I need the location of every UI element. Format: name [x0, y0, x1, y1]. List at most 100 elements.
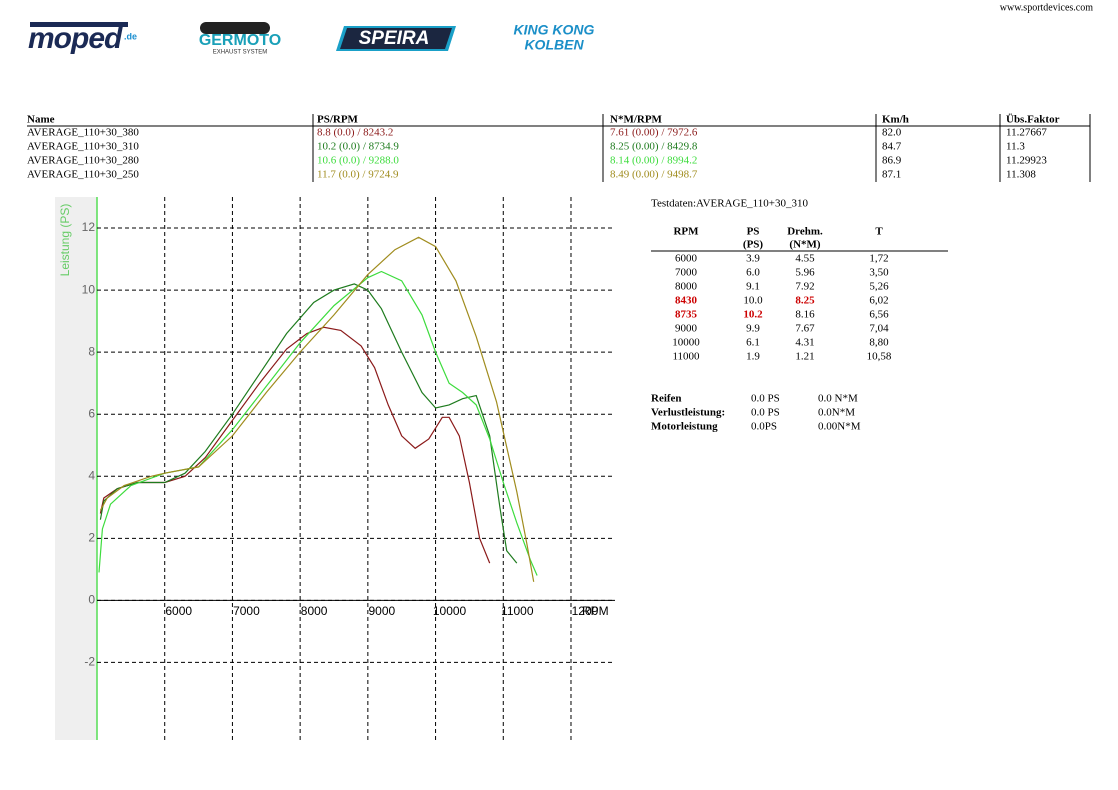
- summary-cell: 11.27667: [1006, 127, 1047, 139]
- summary-cell: AVERAGE_110+30_250: [27, 169, 139, 181]
- test-cell: 7000: [675, 267, 698, 279]
- y-tick-label: 10: [82, 282, 96, 296]
- test-header: (PS): [743, 239, 764, 251]
- axis-strip: [55, 197, 97, 740]
- test-cell: 10.2: [743, 309, 763, 321]
- loss-cell: 0.0 PS: [751, 407, 780, 419]
- test-header: T: [875, 226, 883, 238]
- summary-cell: 10.2 (0.0) / 8734.9: [317, 141, 399, 153]
- logo-shape: [200, 22, 270, 34]
- logo-bar: [30, 22, 128, 27]
- loss-cell: 0.0PS: [751, 421, 777, 433]
- summary-cell: 11.7 (0.0) / 9724.9: [317, 169, 399, 181]
- test-cell: 8,80: [869, 337, 889, 349]
- y-tick-label: 0: [88, 593, 95, 607]
- power-curve: [98, 270, 538, 576]
- site: www.sportdevices.com: [1000, 2, 1093, 13]
- loss-cell: 0.00N*M: [818, 421, 861, 433]
- summary-cell: 8.25 (0.00) / 8429.8: [610, 141, 698, 153]
- logo-text: KOLBEN: [524, 37, 584, 53]
- test-cell: 5.96: [795, 267, 815, 279]
- y-tick-label: 2: [88, 530, 95, 544]
- test-cell: 4.55: [795, 253, 815, 265]
- power-curve: [99, 283, 518, 564]
- summary-cell: 11.308: [1006, 169, 1036, 181]
- test-cell: 10,58: [867, 351, 892, 363]
- summary-cell: AVERAGE_110+30_310: [27, 141, 139, 153]
- x-tick-label: 8000: [301, 604, 328, 618]
- test-cell: 8735: [675, 309, 698, 321]
- test-cell: 9.9: [746, 323, 760, 335]
- summary-cell: 8.49 (0.00) / 9498.7: [610, 169, 698, 181]
- summary-cell: 11.3: [1006, 141, 1025, 153]
- summary-cell: 86.9: [882, 155, 902, 167]
- loss-cell: Verlustleistung:: [651, 407, 725, 419]
- summary-header: N*M/RPM: [610, 114, 663, 126]
- x-tick-label: 6000: [165, 604, 192, 618]
- y-tick-label: 12: [82, 220, 96, 234]
- test-cell: 5,26: [869, 281, 889, 293]
- summary-header: PS/RPM: [317, 114, 359, 126]
- summary-cell: 84.7: [882, 141, 902, 153]
- summary-cell: 82.0: [882, 127, 902, 139]
- test-cell: 7,04: [869, 323, 889, 335]
- test-cell: 6,02: [869, 295, 888, 307]
- summary-cell: 7.61 (0.00) / 7972.6: [610, 127, 698, 139]
- summary-cell: 11.29923: [1006, 155, 1047, 167]
- test-title: Testdaten:AVERAGE_110+30_310: [651, 198, 808, 210]
- test-cell: 6,56: [869, 309, 889, 321]
- test-cell: 3.9: [746, 253, 760, 265]
- logo-speira: SPEIRA: [336, 26, 456, 51]
- test-cell: 9000: [675, 323, 698, 335]
- x-tick-label: 9000: [368, 604, 395, 618]
- test-cell: 8.16: [795, 309, 815, 321]
- x-tick-label: 10000: [433, 604, 467, 618]
- logo-text: SPEIRA: [359, 28, 430, 49]
- y-tick-label: -2: [84, 655, 95, 669]
- summary-header: Name: [27, 114, 55, 126]
- summary-cell: 10.6 (0.0) / 9288.0: [317, 155, 399, 167]
- y-tick-label: 4: [88, 468, 95, 482]
- logo-germoto: GERMOTO EXHAUST SYSTEM: [199, 22, 281, 56]
- logo-moped: moped .de: [28, 22, 137, 55]
- test-cell: 8.25: [795, 295, 815, 307]
- x-tick-label: 7000: [233, 604, 260, 618]
- test-cell: 7.92: [795, 281, 814, 293]
- test-cell: 6.1: [746, 337, 760, 349]
- x-axis-label: RPM: [582, 604, 609, 618]
- summary-cell: 8.14 (0.00) / 8994.2: [610, 155, 697, 167]
- summary-header: Km/h: [882, 114, 909, 126]
- summary-cell: AVERAGE_110+30_280: [27, 155, 139, 167]
- test-header: (N*M): [789, 239, 820, 251]
- test-header: RPM: [673, 226, 699, 238]
- test-cell: 6.0: [746, 267, 760, 279]
- power-curve: [99, 326, 491, 564]
- test-cell: 6000: [675, 253, 698, 265]
- loss-cell: 0.0N*M: [818, 407, 855, 419]
- test-cell: 4.31: [795, 337, 814, 349]
- loss-cell: 0.0 PS: [751, 393, 780, 405]
- logo-text: GERMOTO: [199, 32, 281, 49]
- test-cell: 11000: [672, 351, 700, 363]
- logo-suffix: .de: [124, 31, 137, 41]
- logo-sub: EXHAUST SYSTEM: [213, 50, 268, 56]
- test-cell: 1,72: [869, 253, 888, 265]
- logo-text: moped: [28, 22, 123, 55]
- loss-cell: Motorleistung: [651, 421, 718, 433]
- test-cell: 1.9: [746, 351, 760, 363]
- y-axis-label: Leistung (PS): [58, 204, 72, 277]
- loss-cell: 0.0 N*M: [818, 393, 858, 405]
- x-tick-label: 1200: [572, 604, 599, 618]
- test-cell: 1.21: [795, 351, 814, 363]
- y-tick-label: 6: [88, 406, 95, 420]
- summary-header: Übs.Faktor: [1006, 113, 1060, 126]
- test-cell: 9.1: [746, 281, 760, 293]
- test-header: Drehm.: [787, 226, 823, 238]
- logo-text: KING KONG: [514, 22, 595, 38]
- logo-shape: [340, 28, 452, 49]
- summary-cell: 87.1: [882, 169, 901, 181]
- test-header: PS: [747, 226, 760, 238]
- y-tick-label: 8: [88, 344, 95, 358]
- test-cell: 10.0: [743, 295, 763, 307]
